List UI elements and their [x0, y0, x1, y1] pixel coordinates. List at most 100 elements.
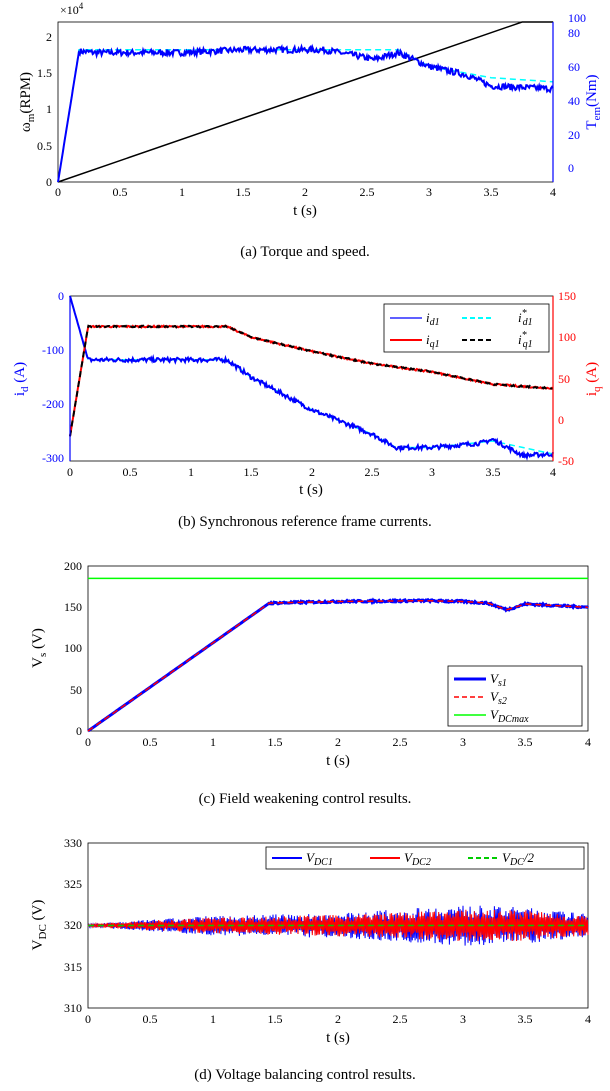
series-line-1-3 — [69, 324, 554, 437]
svg-text:100: 100 — [64, 641, 82, 655]
svg-text:0: 0 — [58, 289, 64, 303]
svg-text:0: 0 — [558, 413, 564, 427]
plot-area-a — [57, 21, 554, 183]
panel-a: ×104 0 0.5 1 1.5 2 0 20 40 60 80 100 0 0.5 1 1.5 2 2.5… — [0, 0, 610, 236]
series-line-0-0 — [57, 21, 553, 183]
legend-c: Vs1 Vs2 VDCmax — [447, 665, 583, 727]
svg-text:4: 4 — [550, 465, 556, 479]
x-axis-label-b: t (s) — [299, 482, 323, 498]
svg-text:-200: -200 — [42, 397, 64, 411]
caption-b: (b) Synchronous reference frame currents… — [178, 514, 432, 530]
svg-text:0.5: 0.5 — [143, 735, 158, 749]
left-scale-note-a: ×104 — [60, 1, 84, 17]
x-axis-label-c: t (s) — [326, 753, 350, 769]
series-group-d — [87, 905, 589, 946]
svg-text:3.5: 3.5 — [484, 185, 499, 199]
svg-text:3.5: 3.5 — [486, 465, 501, 479]
svg-text:0: 0 — [67, 465, 73, 479]
svg-text:1: 1 — [179, 185, 185, 199]
svg-text:0: 0 — [85, 1012, 91, 1026]
y-axis-label-right-b: iq (A) — [584, 362, 603, 396]
svg-text:320: 320 — [64, 918, 82, 932]
svg-text:4: 4 — [550, 185, 556, 199]
series-line-2-2 — [87, 599, 589, 732]
svg-text:2.5: 2.5 — [393, 1012, 408, 1026]
svg-text:3: 3 — [426, 185, 432, 199]
x-ticks-a: 0 0.5 1 1.5 2 2.5 3 3.5 4 — [55, 185, 556, 199]
svg-text:2: 2 — [46, 30, 52, 44]
svg-text:3.5: 3.5 — [518, 735, 533, 749]
svg-text:2.5: 2.5 — [393, 735, 408, 749]
svg-text:2: 2 — [335, 735, 341, 749]
chart-c: 200 150 100 50 0 0 0.5 1 1.5 2 2.5 3 3.5 4 t (s) Vs … — [30, 559, 591, 769]
svg-text:1.5: 1.5 — [37, 66, 52, 80]
series-group-b — [69, 295, 554, 461]
caption-a: (a) Torque and speed. — [240, 244, 370, 260]
svg-text:0.5: 0.5 — [143, 1012, 158, 1026]
svg-text:1.5: 1.5 — [244, 465, 259, 479]
svg-text:2.5: 2.5 — [360, 185, 375, 199]
left-ticks-a: 0 0.5 1 1.5 2 — [37, 30, 52, 189]
svg-text:50: 50 — [70, 683, 82, 697]
panel-d: 330 325 320 315 310 0 0.5 1 1.5 2 2.5 3 3.5 4 t (s) … — [0, 825, 610, 1057]
series-line-0-2 — [57, 43, 554, 183]
svg-text:0: 0 — [76, 724, 82, 738]
svg-text:150: 150 — [558, 289, 576, 303]
svg-text:80: 80 — [568, 26, 580, 40]
chart-b: 0 -100 -200 -300 150 100 50 0 -50 0 0.5 1 1.5 2 2.5 3… — [12, 289, 603, 498]
svg-text:2: 2 — [309, 465, 315, 479]
svg-text:2: 2 — [335, 1012, 341, 1026]
y-axis-label-right-a: Tem(Nm) — [584, 74, 603, 129]
series-group-a — [57, 21, 554, 183]
svg-text:3: 3 — [460, 1012, 466, 1026]
legend-d: VDC1 VDC2 VDC/2 — [265, 846, 585, 870]
svg-text:100: 100 — [558, 330, 576, 344]
caption-d: (d) Voltage balancing control results. — [194, 1067, 416, 1083]
x-ticks-d: 0 0.5 1 1.5 2 2.5 3 3.5 4 — [85, 1012, 591, 1026]
svg-text:0.5: 0.5 — [37, 139, 52, 153]
svg-text:2.5: 2.5 — [365, 465, 380, 479]
svg-text:4: 4 — [585, 735, 591, 749]
svg-text:40: 40 — [568, 94, 580, 108]
y-axis-label-c: Vs (V) — [30, 628, 49, 668]
caption-c: (c) Field weakening control results. — [198, 791, 412, 807]
series-line-3-1 — [87, 909, 589, 942]
svg-text:1.5: 1.5 — [268, 735, 283, 749]
series-line-1-1 — [69, 295, 554, 461]
svg-text:0: 0 — [55, 185, 61, 199]
svg-text:2: 2 — [302, 185, 308, 199]
x-axis-label-a: t (s) — [293, 203, 317, 219]
right-ticks-b: 150 100 50 0 -50 — [558, 289, 576, 468]
svg-text:50: 50 — [558, 372, 570, 386]
svg-text:100: 100 — [568, 11, 586, 25]
svg-text:0: 0 — [568, 161, 574, 175]
y-axis-label-d: VDC (V) — [30, 900, 49, 951]
svg-text:4: 4 — [585, 1012, 591, 1026]
svg-text:200: 200 — [64, 559, 82, 573]
svg-text:0.5: 0.5 — [113, 185, 128, 199]
x-ticks-c: 0 0.5 1 1.5 2 2.5 3 3.5 4 — [85, 735, 591, 749]
svg-text:310: 310 — [64, 1001, 82, 1015]
x-axis-label-d: t (s) — [326, 1030, 350, 1046]
x-ticks-b: 0 0.5 1 1.5 2 2.5 3 3.5 4 — [67, 465, 556, 479]
y-ticks-c: 200 150 100 50 0 — [64, 559, 82, 738]
svg-text:3.5: 3.5 — [518, 1012, 533, 1026]
svg-text:325: 325 — [64, 877, 82, 891]
svg-text:20: 20 — [568, 128, 580, 142]
panel-b: 0 -100 -200 -300 150 100 50 0 -50 0 0.5 1 1.5 2 2.5 3… — [0, 282, 610, 502]
svg-text:1: 1 — [210, 735, 216, 749]
svg-text:315: 315 — [64, 960, 82, 974]
legend-b: id1 i* d1 iq1 i* q1 — [383, 303, 550, 353]
svg-text:3: 3 — [460, 735, 466, 749]
svg-text:150: 150 — [64, 600, 82, 614]
svg-text:0.5: 0.5 — [123, 465, 138, 479]
y-axis-label-left-a: ωm(RPM) — [18, 72, 37, 132]
svg-text:1: 1 — [188, 465, 194, 479]
svg-text:0: 0 — [85, 735, 91, 749]
y-ticks-d: 330 325 320 315 310 — [64, 836, 82, 1015]
svg-text:-100: -100 — [42, 343, 64, 357]
svg-text:1: 1 — [46, 102, 52, 116]
